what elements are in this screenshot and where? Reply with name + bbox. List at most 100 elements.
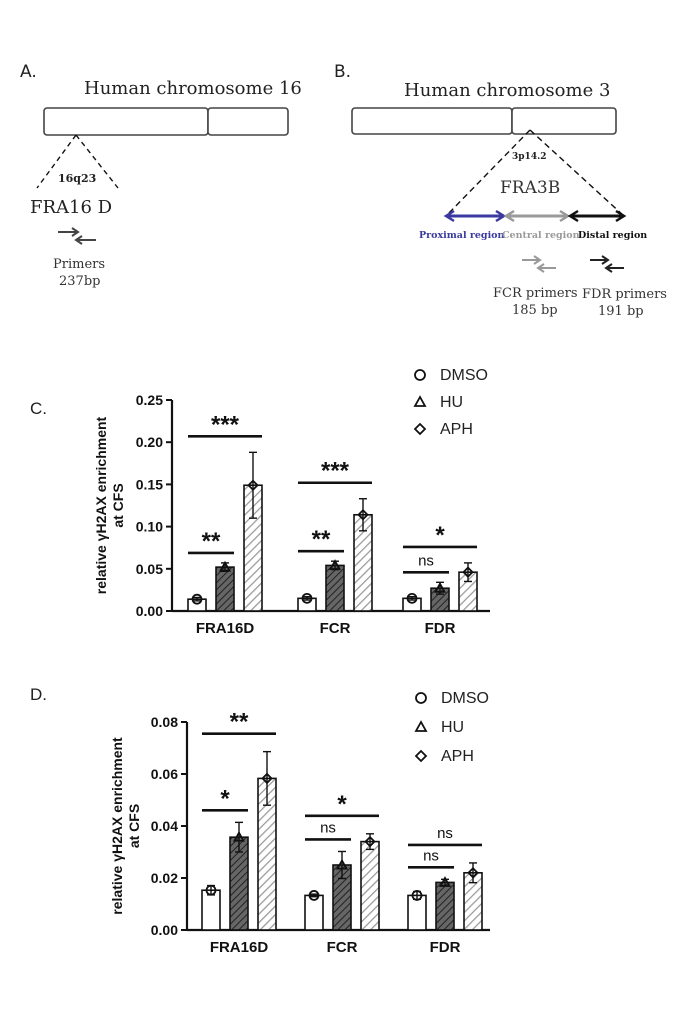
significance-label: ** — [312, 526, 331, 553]
central-region-arrow — [503, 209, 571, 223]
fdr-primer-arrows-icon — [590, 255, 624, 273]
data-point — [247, 479, 259, 492]
zoom-line-left — [36, 134, 77, 189]
y-axis-label-line-1: relative γH2AX enrichment — [109, 737, 125, 915]
x-tick-label: FDR — [425, 620, 456, 637]
x-tick-label: FCR — [320, 620, 351, 637]
significance-label: ** — [230, 709, 249, 736]
data-point — [433, 581, 447, 593]
y-tick-label: 0.04 — [151, 818, 178, 834]
data-point — [328, 559, 342, 570]
primer-arrows-icon — [58, 227, 96, 245]
legend-marker — [414, 369, 426, 381]
significance-label: * — [435, 522, 445, 549]
significance-label: ns — [418, 552, 434, 569]
y-axis-label-line-2: at CFS — [110, 483, 126, 527]
legend-marker — [413, 395, 427, 407]
y-tick-label: 0.00 — [151, 922, 178, 938]
chart-d: D. 0.00 0.02 0.04 0.06 0.08 relative γH2AX enr… — [30, 685, 490, 956]
panel-letter: D. — [30, 685, 47, 704]
data-point — [232, 830, 246, 842]
panel-b-title: Human chromosome 3 — [404, 80, 611, 101]
bar — [201, 889, 221, 931]
data-point — [411, 890, 423, 901]
y-tick-label: 0.20 — [136, 434, 163, 450]
data-point — [301, 592, 313, 604]
fcr-primer-arrows-icon — [522, 255, 556, 273]
bar — [360, 840, 380, 931]
significance-label: * — [337, 791, 347, 818]
y-axis-label-line-2: at CFS — [126, 804, 142, 848]
data-point — [205, 884, 217, 896]
zoom-line-right — [529, 129, 625, 217]
significance-label: ns — [423, 847, 439, 864]
zoom-line-right — [75, 134, 119, 189]
legend-marker — [413, 422, 427, 436]
chromosome-3-diagram — [351, 107, 627, 223]
y-tick-label: 0.06 — [151, 766, 178, 782]
primers-size: 237bp — [59, 274, 101, 289]
data-point — [191, 593, 203, 605]
legend-label: HU — [440, 394, 463, 411]
x-tick-label: FCR — [327, 939, 358, 956]
significance-label: ns — [437, 825, 453, 842]
data-point — [406, 592, 418, 604]
chr3-arm-q — [511, 107, 617, 135]
data-point — [357, 509, 369, 521]
y-tick-label: 0.05 — [136, 561, 163, 577]
chr3-arm-p — [351, 107, 513, 135]
fcr-primers-size: 185 bp — [512, 303, 558, 318]
legend-label: APH — [441, 748, 474, 765]
significance-label: *** — [321, 458, 350, 485]
panel-letter: C. — [30, 399, 47, 418]
significance-label: ns — [320, 819, 336, 836]
bar — [435, 881, 455, 931]
y-tick-label: 0.10 — [136, 519, 163, 535]
chr16-arm-q — [207, 107, 289, 136]
distal-region-arrow — [567, 209, 627, 223]
panel-a-title: Human chromosome 16 — [84, 78, 302, 99]
fdr-primers-size: 191 bp — [598, 304, 644, 319]
y-axis-label-line-1: relative γH2AX enrichment — [93, 416, 109, 594]
proximal-region-label: Proximal region — [419, 230, 505, 241]
y-axis-label: relative γH2AX enrichment at CFS — [109, 737, 142, 915]
y-axis-label: relative γH2AX enrichment at CFS — [93, 416, 126, 594]
distal-region-label: Distal region — [578, 230, 648, 241]
chromosome-16-diagram — [36, 107, 289, 245]
primers-label: Primers — [53, 257, 106, 272]
chr16-arm-p — [43, 107, 209, 136]
legend-marker — [414, 749, 428, 763]
fcr-fdr-primer-arrows — [522, 255, 624, 273]
zoom-line-left — [445, 129, 531, 217]
fra16d-label: FRA16 D — [30, 197, 113, 218]
data-point — [364, 835, 376, 848]
central-region-label: Central region — [502, 230, 580, 241]
significance-label: * — [220, 785, 230, 812]
legend-marker — [415, 692, 427, 704]
data-point — [218, 560, 232, 572]
legend-label: HU — [441, 719, 464, 736]
fra3b-label: FRA3B — [500, 178, 561, 198]
y-tick-label: 0.00 — [136, 603, 163, 619]
bar — [215, 566, 235, 612]
data-point — [335, 858, 349, 870]
x-tick-label: FDR — [430, 939, 461, 956]
x-tick-label: FRA16D — [210, 939, 269, 956]
y-tick-label: 0.15 — [136, 476, 163, 492]
band-16q23-label: 16q23 — [58, 172, 97, 185]
y-tick-label: 0.08 — [151, 714, 178, 730]
data-point — [438, 876, 452, 887]
y-tick-label: 0.02 — [151, 870, 178, 886]
fdr-primers-label: FDR primers — [582, 287, 667, 302]
data-point — [308, 890, 320, 901]
data-point — [462, 566, 474, 578]
data-point — [261, 772, 273, 785]
y-tick-label: 0.25 — [136, 392, 163, 408]
fcr-primers-label: FCR primers — [493, 286, 578, 301]
data-point — [467, 867, 479, 879]
significance-label: *** — [211, 411, 240, 438]
chart-c: C. 0.00 0.05 0.10 0.15 0.20 0.25 relative γH2AX… — [30, 367, 490, 637]
bar — [325, 564, 345, 612]
legend-label: APH — [440, 421, 473, 438]
panel-b-letter: B. — [334, 62, 352, 82]
